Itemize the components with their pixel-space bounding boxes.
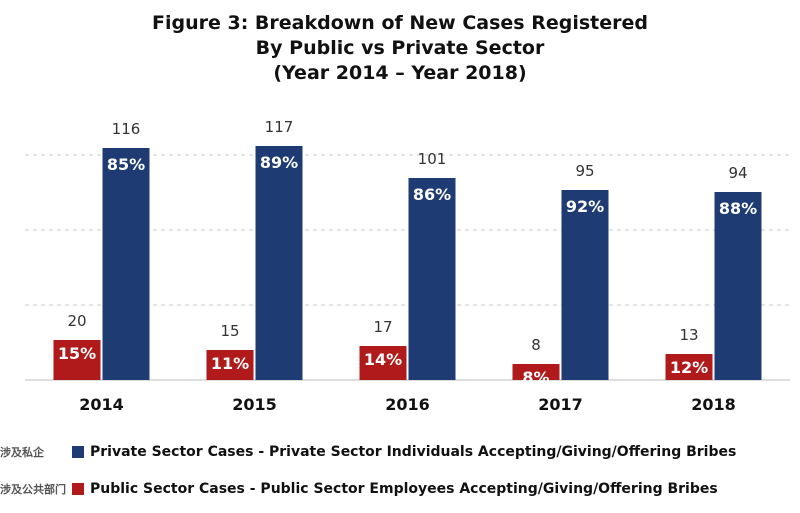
x-tick-label-2018: 2018: [691, 395, 736, 414]
legend-private-swatch: [72, 446, 84, 458]
legend-item-private: 涉及私企 Private Sector Cases - Private Sect…: [0, 441, 736, 463]
bar-private-2016: [408, 178, 456, 380]
chart-title-line-3: (Year 2014 – Year 2018): [273, 62, 527, 84]
legend-private-label: Private Sector Cases - Private Sector In…: [90, 444, 737, 460]
x-tick-label-2016: 2016: [385, 395, 430, 414]
chart-title-line-2: By Public vs Private Sector: [255, 37, 545, 59]
x-tick-label-2015: 2015: [232, 395, 277, 414]
bar-public-2018: [665, 354, 713, 380]
bar-private-2018: [714, 192, 762, 380]
value-label-public-2018: 13: [679, 326, 698, 344]
percent-label-public-2017: 8%: [522, 368, 549, 387]
percent-label-private-2015: 89%: [260, 153, 298, 172]
bar-private-2015: [255, 146, 303, 380]
bar-public-2017: [512, 364, 560, 380]
legend-public-swatch: [72, 483, 84, 495]
legend-private-cn: 涉及私企: [0, 446, 44, 459]
percent-label-public-2014: 15%: [58, 344, 96, 363]
legend-item-public: 涉及公共部门 Public Sector Cases - Public Sect…: [0, 478, 718, 500]
percent-label-private-2014: 85%: [107, 155, 145, 174]
chart-title-line-1: Figure 3: Breakdown of New Cases Registe…: [151, 12, 648, 34]
value-label-private-2015: 117: [265, 118, 294, 136]
percent-label-private-2018: 88%: [719, 199, 757, 218]
value-label-private-2018: 94: [728, 164, 747, 182]
value-label-private-2014: 116: [112, 120, 141, 138]
x-tick-label-2014: 2014: [79, 395, 124, 414]
x-tick-label-2017: 2017: [538, 395, 583, 414]
legend-public-cn: 涉及公共部门: [0, 483, 66, 496]
value-label-public-2014: 20: [67, 312, 86, 330]
value-label-public-2017: 8: [531, 336, 541, 354]
value-label-private-2016: 101: [418, 150, 447, 168]
value-label-public-2015: 15: [220, 322, 239, 340]
percent-label-private-2017: 92%: [566, 197, 604, 216]
bar-private-2014: [102, 148, 150, 380]
percent-label-public-2015: 11%: [211, 354, 249, 373]
percent-label-private-2016: 86%: [413, 185, 451, 204]
bar-private-2017: [561, 190, 609, 380]
legend-public-label: Public Sector Cases - Public Sector Empl…: [90, 481, 718, 497]
bar-public-2016: [359, 346, 407, 380]
value-label-private-2017: 95: [575, 162, 594, 180]
bar-public-2015: [206, 350, 254, 380]
bar-public-2014: [53, 340, 101, 380]
value-label-public-2016: 17: [373, 318, 392, 336]
percent-label-public-2016: 14%: [364, 350, 402, 369]
percent-label-public-2018: 12%: [670, 358, 708, 377]
